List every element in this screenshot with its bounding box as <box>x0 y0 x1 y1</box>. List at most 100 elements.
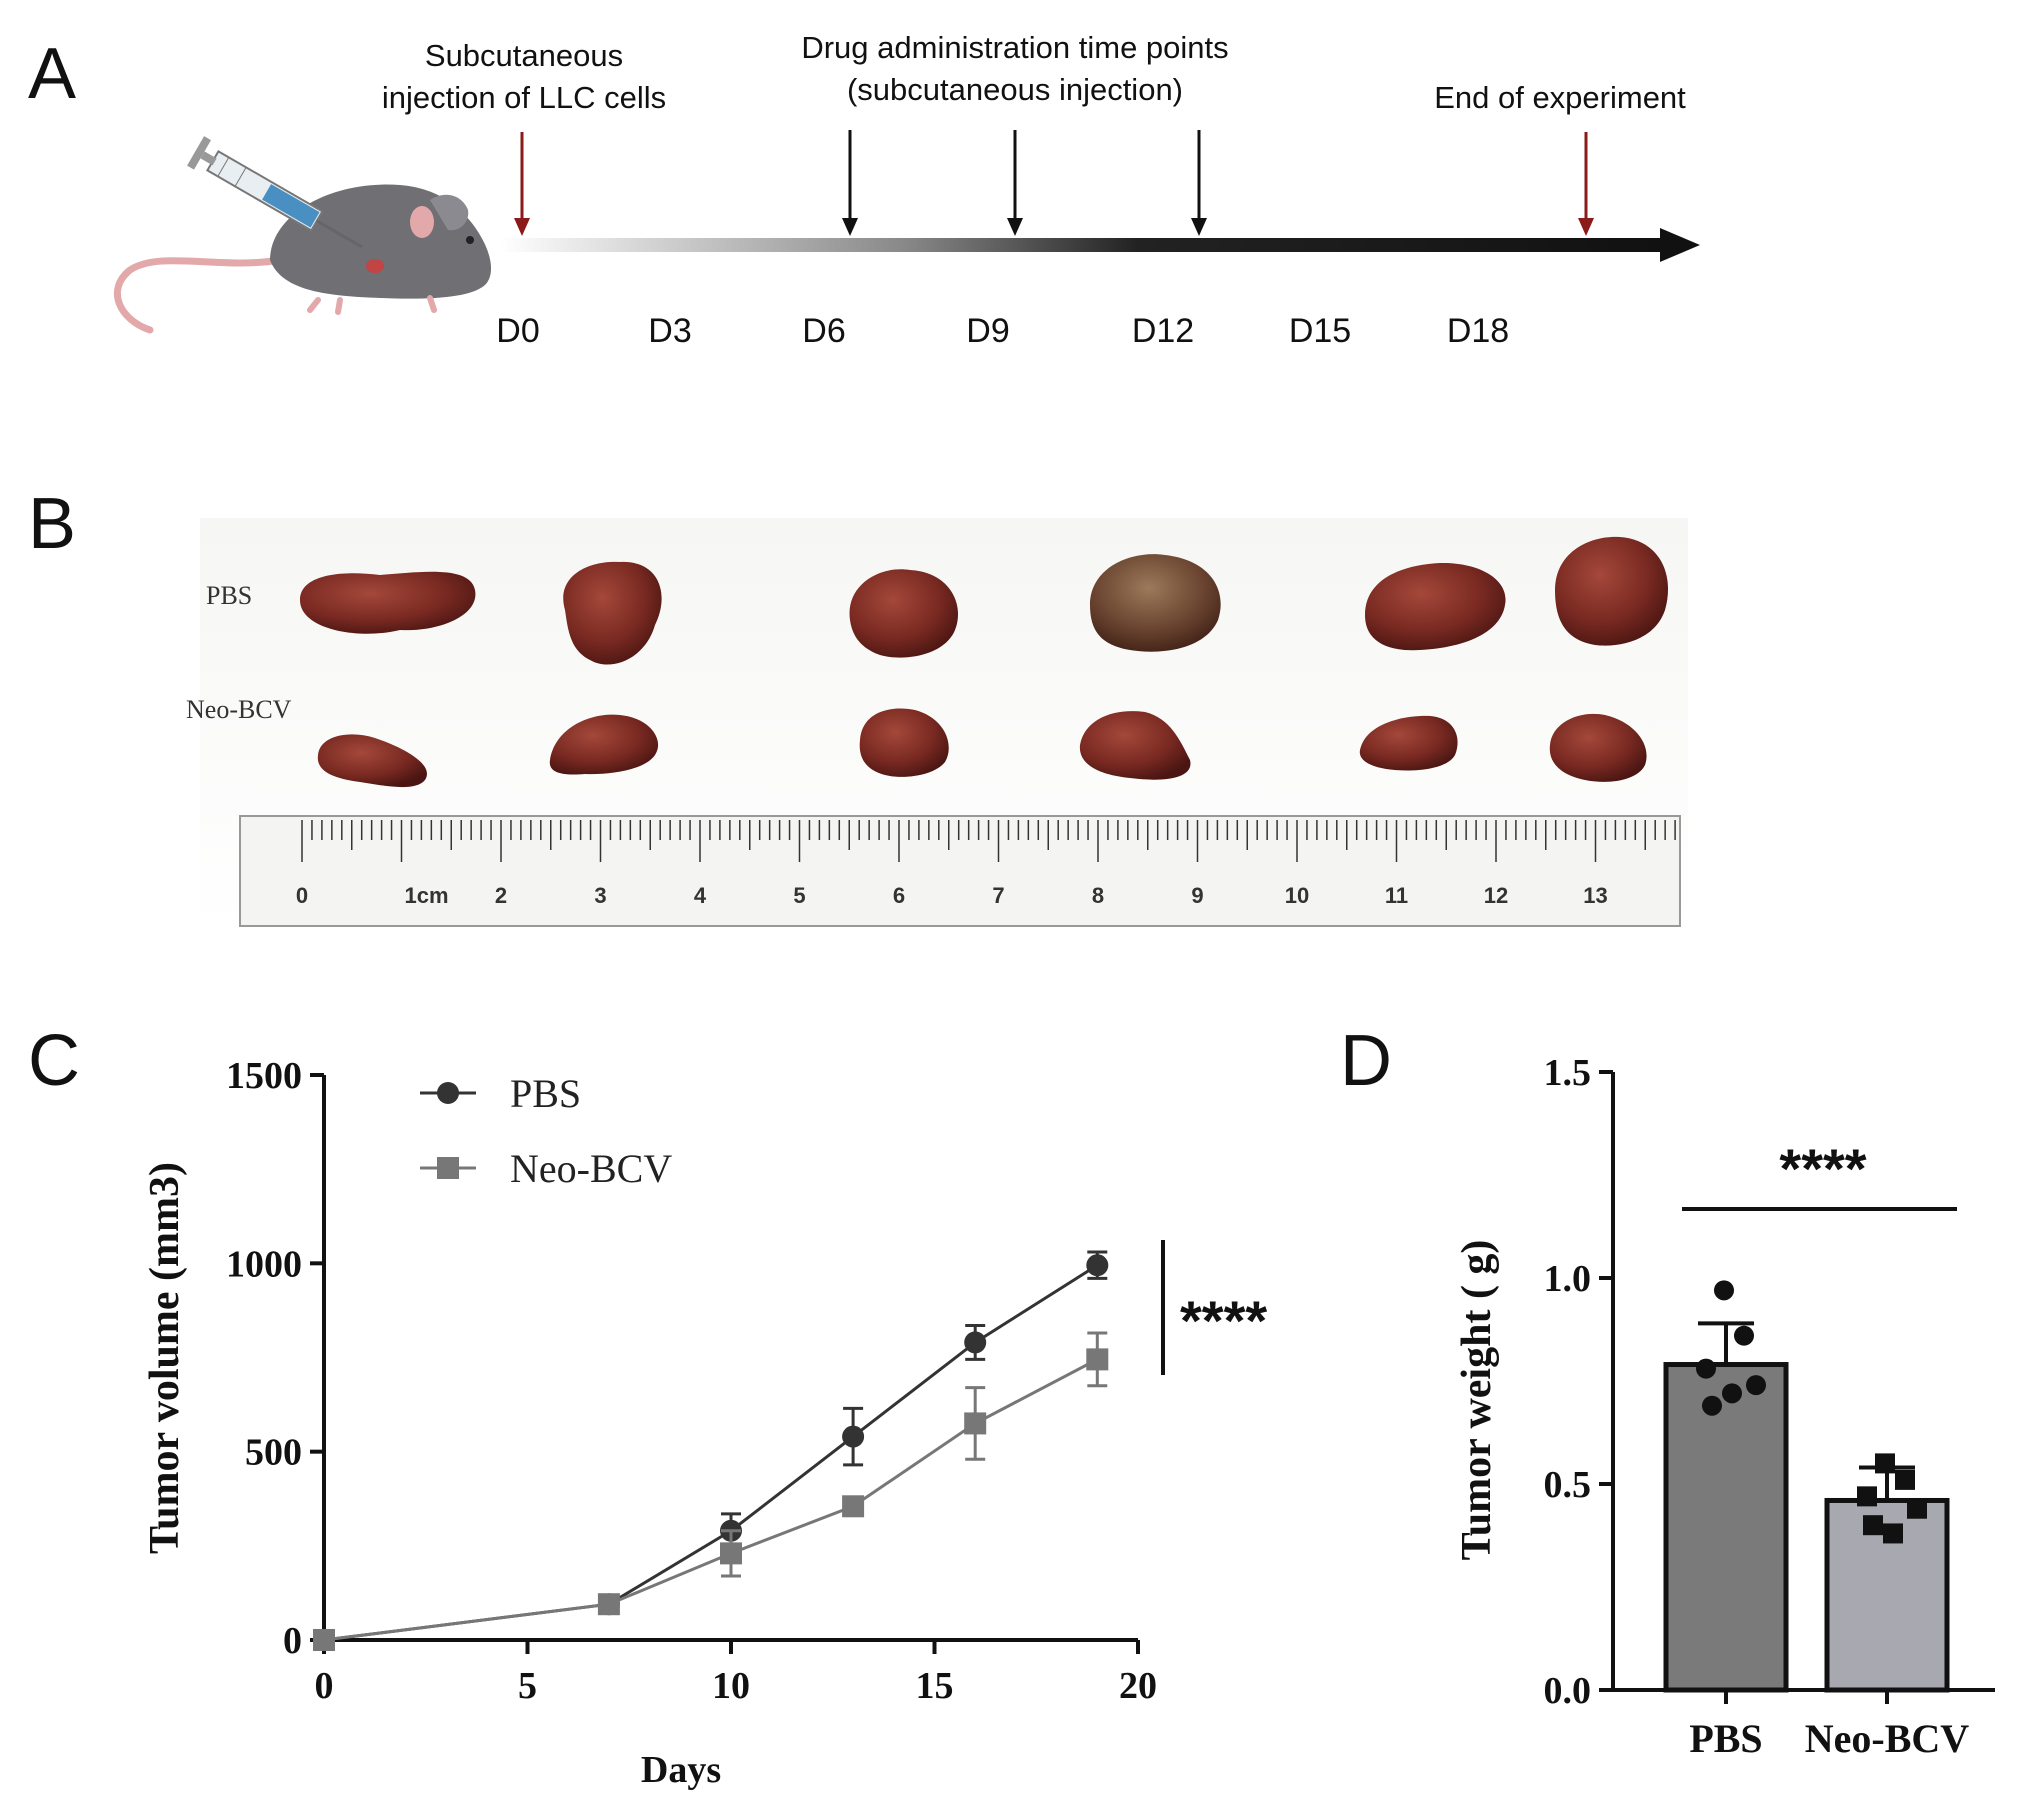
neo-bcv-tumors <box>317 708 1647 788</box>
data-point <box>313 1629 335 1651</box>
data-point <box>1086 1254 1109 1277</box>
ruler-number: 6 <box>893 883 905 908</box>
panel-d-letter: D <box>1340 1021 1392 1101</box>
ruler-number: 3 <box>594 883 606 908</box>
data-point <box>1086 1348 1109 1371</box>
ruler-number: 0 <box>296 883 308 908</box>
x-axis-label: Days <box>641 1749 721 1791</box>
series-line <box>323 1358 1098 1642</box>
ruler-numbers: 0 1cm 2 3 4 5 6 7 8 9 10 11 12 13 <box>296 883 1608 908</box>
legend-marker <box>437 1082 459 1104</box>
mouse-eye <box>466 236 474 244</box>
x-tick-label: 0 <box>315 1665 334 1707</box>
data-point <box>842 1425 865 1448</box>
legend-label: Neo-BCV <box>510 1146 672 1191</box>
y-tick-label: 500 <box>245 1432 302 1474</box>
mouse-ear <box>410 206 434 238</box>
ruler-number: 2 <box>495 883 507 908</box>
data-point <box>597 1593 620 1616</box>
day-label: D18 <box>1447 312 1509 350</box>
y-axis-label: Tumor volume (mm3) <box>142 1162 188 1554</box>
data-point <box>1714 1280 1734 1301</box>
y-axis-label: Tumor weight ( g) <box>1454 1240 1500 1561</box>
day-label: D6 <box>802 312 845 350</box>
tumor-neo-1 <box>317 734 427 788</box>
end-label: End of experiment <box>1434 80 1686 115</box>
injection-site <box>366 259 384 273</box>
x-tick-label: PBS <box>1689 1716 1762 1761</box>
ruler-number: 4 <box>694 883 707 908</box>
data-point <box>964 1331 987 1354</box>
x-tick-label: 20 <box>1119 1665 1157 1707</box>
data-point <box>1702 1395 1722 1416</box>
tumor-volume-chart: 0 500 1000 1500 0 5 10 15 20 Days Tumor volume (mm… <box>142 1055 1267 1791</box>
event-arrows <box>514 130 1594 236</box>
panel-d: D 0.0 0.5 1.0 1.5 Tumor weight ( g) PBS Neo-BC… <box>1340 1021 1995 1761</box>
significance-label: **** <box>1779 1137 1866 1200</box>
ruler-number: 12 <box>1484 883 1508 908</box>
row-label-pbs: PBS <box>206 581 252 610</box>
y-tick-label: 0 <box>283 1620 302 1662</box>
day-label: D15 <box>1289 312 1351 350</box>
y-tick-label: 0.0 <box>1544 1670 1592 1712</box>
y-tick-label: 1000 <box>226 1243 302 1285</box>
ruler-body <box>239 815 1681 927</box>
pbs-tumors <box>300 536 1668 665</box>
data-point <box>1746 1375 1766 1396</box>
panel-a: A <box>28 30 1700 350</box>
tumor-weight-chart: 0.0 0.5 1.0 1.5 Tumor weight ( g) PBS Neo-BCV *… <box>1454 1052 1995 1761</box>
tumor-pbs-6 <box>1555 536 1668 646</box>
data-point <box>1863 1515 1883 1536</box>
ruler-number: 13 <box>1583 883 1607 908</box>
ruler-number: 11 <box>1385 883 1408 908</box>
ruler-number: 7 <box>992 883 1004 908</box>
data-point <box>720 1542 742 1565</box>
drug-label-line2: (subcutaneous injection) <box>847 72 1183 107</box>
panel-b: B PBS Neo-BCV 0 1cm 2 3 4 5 6 7 8 9 10 11 12 13 <box>28 484 1688 927</box>
data-point <box>1883 1523 1903 1544</box>
day-label: D3 <box>648 312 691 350</box>
tumor-neo-2 <box>549 714 659 775</box>
legend-label: PBS <box>510 1071 581 1116</box>
tumor-neo-6 <box>1549 713 1647 782</box>
ruler-number: 1cm <box>404 883 448 908</box>
data-point <box>1734 1325 1754 1346</box>
y-tick-label: 0.5 <box>1544 1464 1592 1506</box>
mouse-body <box>270 184 492 299</box>
y-tick-label: 1.0 <box>1544 1258 1592 1300</box>
mouse-illustration <box>114 136 492 334</box>
panel-c: C 0 500 1000 1500 0 5 10 15 20 Days Tumor volume (… <box>28 1021 1267 1791</box>
data-point <box>964 1412 987 1435</box>
timeline-arrowhead <box>1660 228 1700 262</box>
day-label: D0 <box>496 312 539 350</box>
bar-pbs <box>1663 1362 1789 1693</box>
data-point <box>1895 1469 1915 1490</box>
legend-marker <box>437 1157 459 1179</box>
row-label-neo-bcv: Neo-BCV <box>186 695 292 724</box>
y-tick-label: 1500 <box>226 1055 302 1097</box>
timeline-labels: Subcutaneous injection of LLC cells Drug… <box>382 30 1686 115</box>
day-label: D9 <box>966 312 1009 350</box>
x-tick-label: 10 <box>712 1665 750 1707</box>
tumor-neo-4 <box>1079 711 1191 780</box>
injection-arrowhead <box>514 218 530 236</box>
y-tick-label: 1.5 <box>1544 1052 1592 1094</box>
ruler-ticks <box>301 820 1676 862</box>
ruler: 0 1cm 2 3 4 5 6 7 8 9 10 11 12 13 <box>239 815 1681 927</box>
mouse-feet <box>307 295 437 315</box>
panel-a-letter: A <box>28 34 76 114</box>
x-tick-label: Neo-BCV <box>1805 1716 1970 1761</box>
mouse-head <box>430 194 469 231</box>
significance-label: **** <box>1180 1289 1267 1352</box>
injection-label-line1: Subcutaneous <box>425 38 623 73</box>
tumor-pbs-1 <box>300 571 476 634</box>
tumor-pbs-4 <box>1090 554 1221 652</box>
tumor-neo-5 <box>1359 715 1458 771</box>
data-point <box>842 1495 865 1518</box>
series-line <box>323 1263 1099 1642</box>
mouse-tail <box>114 256 284 334</box>
series-pbs <box>313 1250 1109 1651</box>
data-point <box>1857 1486 1877 1507</box>
data-point <box>1696 1358 1716 1379</box>
